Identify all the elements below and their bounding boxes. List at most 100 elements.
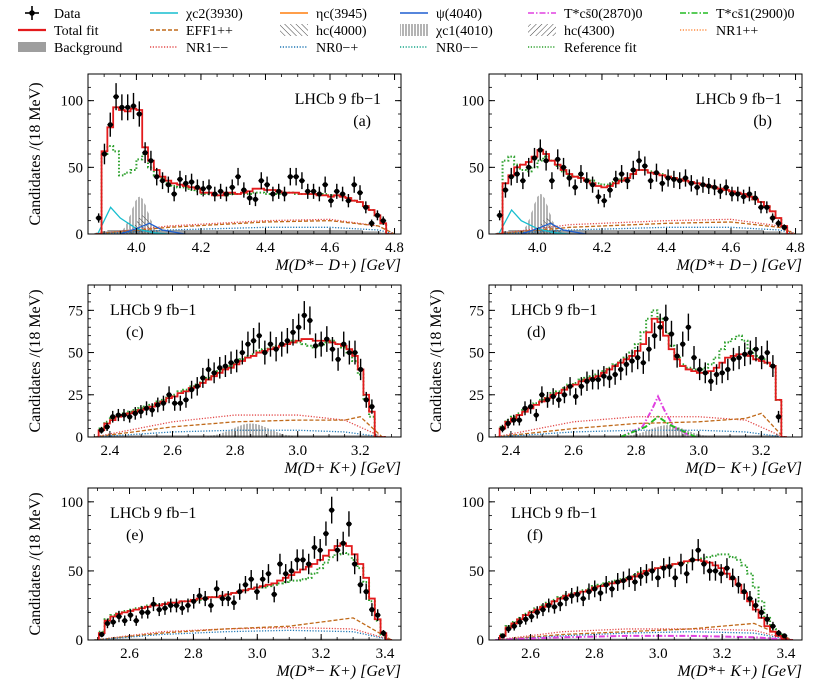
data-point xyxy=(143,401,150,416)
data-point xyxy=(775,219,782,228)
legend-label: NR1−− xyxy=(186,41,228,56)
data-point xyxy=(770,621,776,631)
data-point xyxy=(182,175,189,192)
data-point xyxy=(626,568,633,588)
panel-label: (b) xyxy=(753,113,772,130)
data-point xyxy=(307,306,313,335)
data-point xyxy=(695,539,702,562)
data-point xyxy=(735,575,742,594)
legend-label: Background xyxy=(54,41,122,56)
data-point xyxy=(259,570,266,589)
data-point xyxy=(572,388,579,405)
component-curve xyxy=(94,629,392,640)
data-point xyxy=(246,191,253,205)
data-point xyxy=(746,186,753,202)
data-point xyxy=(262,340,268,365)
data-point xyxy=(126,410,133,423)
data-point xyxy=(544,391,551,408)
legend-label: ψ(4040) xyxy=(436,7,482,22)
data-point xyxy=(374,210,381,221)
legend-entry: hc(4000) xyxy=(280,24,367,39)
data-point xyxy=(185,598,191,613)
y-tick-label: 0 xyxy=(76,633,84,649)
data-point xyxy=(299,172,305,190)
data-point xyxy=(233,349,240,373)
data-point xyxy=(678,553,684,575)
data-point xyxy=(216,356,223,379)
data-point xyxy=(574,586,581,603)
data-point xyxy=(173,598,180,613)
data-point xyxy=(676,172,683,190)
x-tick-label: 4.8 xyxy=(786,240,805,256)
y-tick-label: 50 xyxy=(68,564,83,580)
x-tick-label: 3.2 xyxy=(312,646,331,662)
data-point xyxy=(583,172,590,190)
data-point xyxy=(269,186,276,202)
data-point xyxy=(747,340,754,365)
data-point xyxy=(618,165,625,183)
data-point xyxy=(328,194,334,208)
data-point xyxy=(200,180,207,197)
data-point xyxy=(584,371,590,391)
data-point xyxy=(753,336,759,362)
component-curve xyxy=(495,221,796,234)
data-point xyxy=(98,631,105,638)
y-tick-label: 75 xyxy=(68,303,83,319)
data-point xyxy=(668,320,675,348)
legend-entry: Total fit xyxy=(18,24,99,39)
data-point xyxy=(634,346,641,370)
data-point xyxy=(647,172,654,190)
data-point xyxy=(736,346,742,370)
plot-area xyxy=(94,83,395,234)
x-tick-label: 2.6 xyxy=(564,443,583,459)
data-point xyxy=(685,313,692,341)
data-point xyxy=(352,340,358,365)
data-point xyxy=(519,172,526,190)
data-point xyxy=(554,149,561,170)
data-point xyxy=(688,175,695,192)
data-point xyxy=(219,590,226,607)
panel-label: (c) xyxy=(126,324,144,341)
data-point xyxy=(282,564,289,584)
panel-f: 2.6 2.8 3.0 3.2 3.4 0 50 100 M(D*+ K+) [GeV] LHCb… xyxy=(462,487,803,680)
data-point xyxy=(104,422,110,432)
data-point xyxy=(236,583,243,600)
data-point xyxy=(752,598,759,613)
total-fit xyxy=(95,106,392,234)
x-tick-label: 2.6 xyxy=(120,646,139,662)
lhcb-annotation: LHCb 9 fb−1 xyxy=(110,302,196,319)
total-fit xyxy=(496,149,793,234)
data-point xyxy=(121,615,128,626)
x-axis-label: M(D+ K+) [GeV] xyxy=(283,460,401,477)
data-point xyxy=(549,172,555,190)
data-point xyxy=(205,358,212,381)
data-point xyxy=(729,186,735,202)
data-point xyxy=(601,366,607,387)
data-point xyxy=(617,358,624,381)
data-point xyxy=(256,322,263,349)
data-point xyxy=(540,603,546,617)
legend-entry: NR1−− xyxy=(150,41,228,56)
legend: Data Total fit Background χc2(3930) EFF1++ NR… xyxy=(18,6,795,56)
data-point xyxy=(689,549,696,571)
data-point xyxy=(659,175,666,192)
y-tick-label: 100 xyxy=(61,495,84,511)
axes-frame xyxy=(488,487,803,641)
data-point xyxy=(335,347,341,371)
data-point xyxy=(177,170,183,188)
data-point xyxy=(630,160,637,180)
data-point xyxy=(294,549,301,571)
data-point xyxy=(636,150,642,171)
data-point xyxy=(95,213,102,223)
data-point xyxy=(640,351,647,374)
data-point xyxy=(115,408,122,422)
data-point xyxy=(357,358,364,381)
data-point xyxy=(505,625,512,633)
lhcb-annotation: LHCb 9 fb−1 xyxy=(511,302,597,319)
data-point xyxy=(300,549,306,571)
data-point xyxy=(607,182,613,198)
data-point xyxy=(301,301,308,330)
data-point xyxy=(566,169,573,187)
data-point xyxy=(109,410,116,423)
legend-entry: EFF1++ xyxy=(150,24,233,39)
